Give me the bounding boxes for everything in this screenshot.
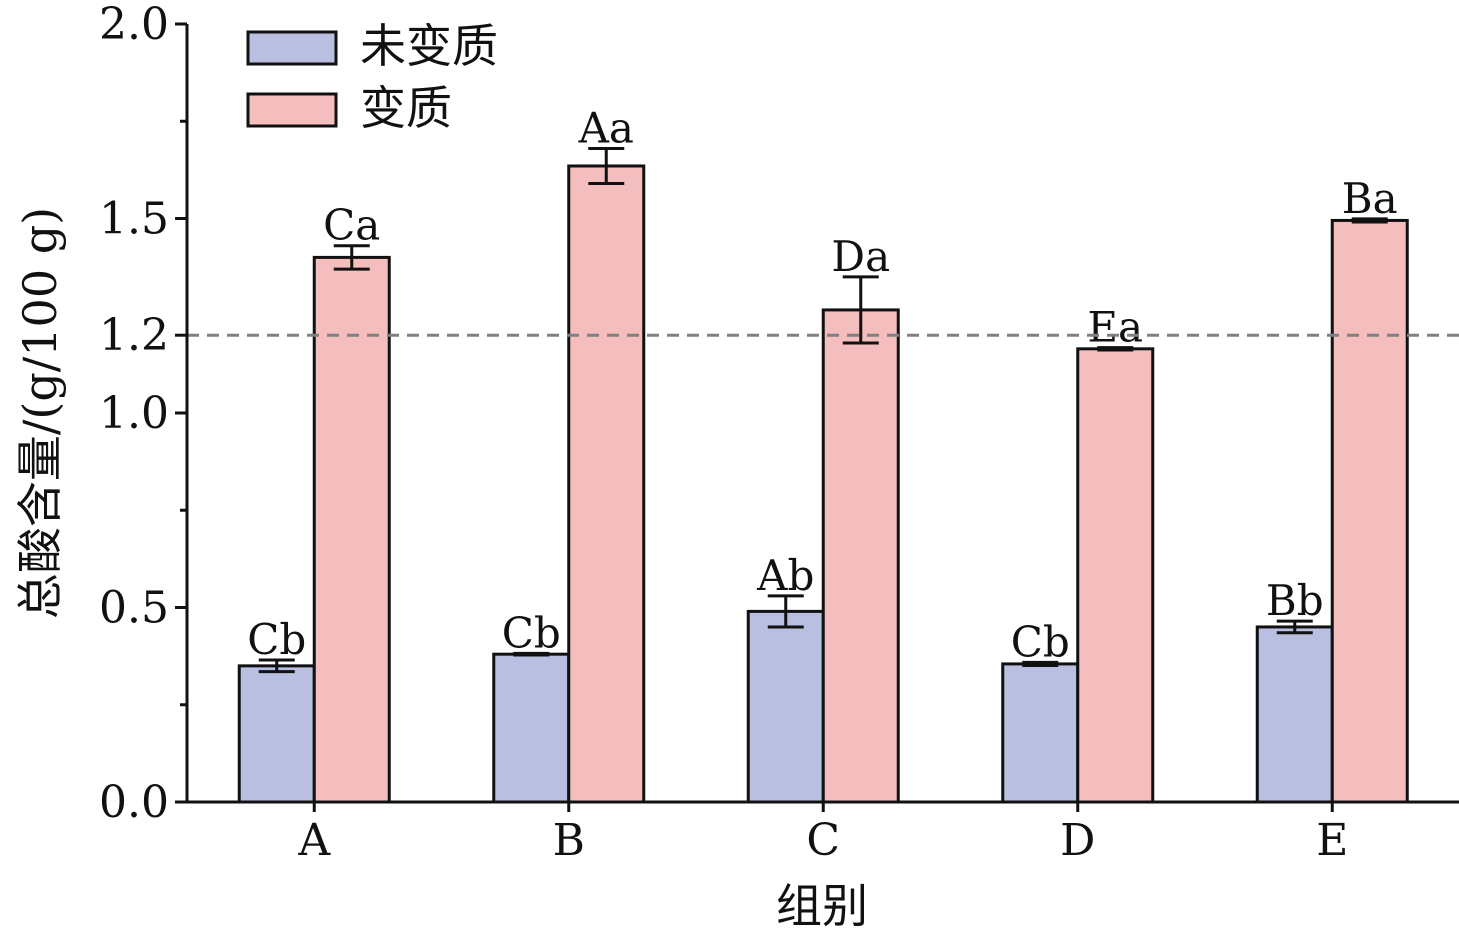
significance-label: Ca [323, 201, 380, 250]
axes-layer: A B C D E 0.0 0.5 1.0 1.2 1.5 2.0 组别 总酸含量/(g/100 g) [13, 0, 1459, 932]
y-tick-label: 1.5 [99, 194, 169, 245]
significance-label: Aa [578, 103, 634, 152]
y-tick-label: 0.5 [99, 583, 169, 634]
y-tick-label: 0.0 [99, 777, 169, 828]
significance-label: Cb [247, 615, 306, 664]
bar-c-series-2 [821, 308, 900, 804]
significance-label: Ba [1342, 174, 1398, 223]
y-tick-label: 1.0 [99, 388, 169, 439]
bar-d-series-2 [1076, 347, 1155, 804]
bar-c-series-1 [746, 609, 825, 804]
bar-e-series-2 [1330, 218, 1409, 804]
bar-d-series-1 [1001, 662, 1080, 804]
x-tick-label: B [553, 815, 585, 866]
significance-label: Ea [1087, 303, 1143, 352]
x-tick-label: C [806, 815, 840, 866]
significance-label: Cb [502, 608, 561, 657]
significance-label: Cb [1011, 617, 1070, 666]
bars-layer: Cb Ca Cb Aa Ab Da Cb Ea Bb Ba [237, 103, 1409, 804]
significance-label: Bb [1266, 576, 1324, 625]
x-tick-label: D [1060, 815, 1095, 866]
legend-label-series-1: 未变质 [360, 19, 498, 73]
bar-e-series-1 [1255, 625, 1334, 804]
bar-a-series-1 [237, 664, 316, 804]
x-axis-title: 组别 [776, 879, 868, 932]
y-tick-label: 1.2 [99, 310, 169, 361]
bar-b-series-1 [492, 652, 571, 804]
bar-b-series-2 [567, 164, 646, 804]
y-axis-title: 总酸含量/(g/100 g) [13, 207, 67, 619]
legend-swatch-series-2 [246, 92, 338, 128]
y-tick-label: 2.0 [99, 0, 169, 50]
x-tick-label: E [1316, 815, 1348, 866]
legend-swatch-series-1 [246, 30, 338, 66]
significance-label: Da [831, 232, 890, 281]
significance-label: Ab [756, 551, 814, 600]
legend-label-series-2: 变质 [360, 81, 452, 135]
bar-a-series-2 [312, 255, 391, 804]
x-tick-label: A [297, 815, 331, 866]
